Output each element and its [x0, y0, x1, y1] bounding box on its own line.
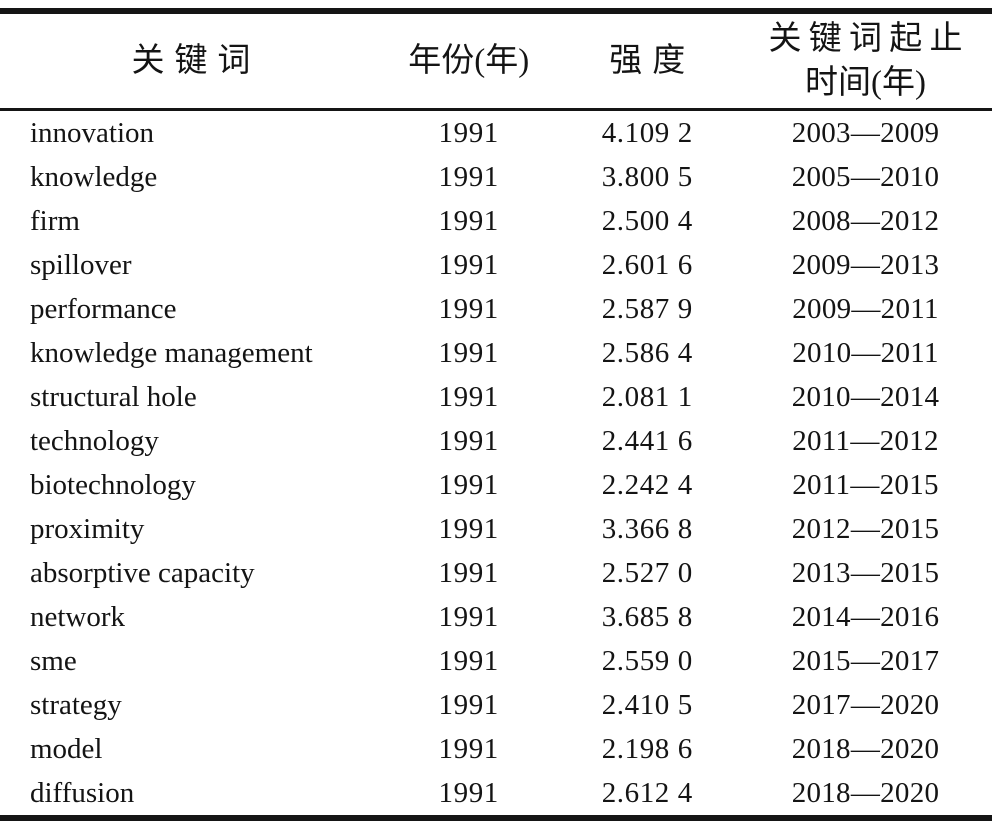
strength-cell: 2.559 0 [601, 644, 693, 677]
table-row: sme 1991 2.559 0 2015—2017 [0, 639, 992, 683]
keyword-burst-table: 关键词 年份(年) 强度 关键词起止 时间(年) innovation 1991… [0, 8, 992, 821]
year-cell: 1991 [438, 512, 499, 545]
year-cell: 1991 [438, 204, 499, 237]
table-row: proximity 1991 3.366 8 2012—2015 [0, 507, 992, 551]
strength-cell: 2.500 4 [601, 204, 693, 237]
keyword-cell: technology [30, 424, 159, 457]
column-header-keyword: 关键词 [0, 11, 382, 111]
strength-cell: 2.527 0 [601, 556, 693, 589]
table-row: technology 1991 2.441 6 2011—2012 [0, 419, 992, 463]
header-row: 关键词 年份(年) 强度 关键词起止 时间(年) [0, 11, 992, 111]
period-cell: 2010—2011 [792, 336, 939, 369]
strength-cell: 2.242 4 [601, 468, 693, 501]
keyword-cell: sme [30, 644, 77, 677]
year-cell: 1991 [438, 776, 499, 809]
period-cell: 2011—2012 [792, 424, 939, 457]
year-cell: 1991 [438, 424, 499, 457]
table-row: absorptive capacity 1991 2.527 0 2013—20… [0, 551, 992, 595]
year-cell: 1991 [438, 732, 499, 765]
year-cell: 1991 [438, 556, 499, 589]
column-header-period-label-line1: 关键词起止 [768, 21, 970, 57]
table-row: model 1991 2.198 6 2018—2020 [0, 727, 992, 771]
table-row: innovation 1991 4.109 2 2003—2009 [0, 110, 992, 156]
column-header-strength-label: 强度 [609, 43, 696, 79]
year-cell: 1991 [438, 468, 499, 501]
keyword-cell: innovation [30, 116, 155, 149]
table-body: innovation 1991 4.109 2 2003—2009 knowle… [0, 110, 992, 819]
table-row: spillover 1991 2.601 6 2009—2013 [0, 243, 992, 287]
period-cell: 2013—2015 [791, 556, 940, 589]
keyword-cell: structural hole [30, 380, 197, 413]
year-cell: 1991 [438, 160, 499, 193]
table-row: knowledge management 1991 2.586 4 2010—2… [0, 331, 992, 375]
period-cell: 2015—2017 [791, 644, 940, 677]
year-cell: 1991 [438, 248, 499, 281]
period-cell: 2018—2020 [791, 732, 940, 765]
year-cell: 1991 [438, 688, 499, 721]
table-row: performance 1991 2.587 9 2009—2011 [0, 287, 992, 331]
keyword-cell: performance [30, 292, 177, 325]
year-cell: 1991 [438, 600, 499, 633]
period-cell: 2005—2010 [791, 160, 940, 193]
strength-cell: 2.198 6 [601, 732, 693, 765]
strength-cell: 2.612 4 [601, 776, 693, 809]
table-row: biotechnology 1991 2.242 4 2011—2015 [0, 463, 992, 507]
keyword-cell: proximity [30, 512, 145, 545]
column-header-year-label: 年份(年) [408, 43, 530, 79]
table-row: strategy 1991 2.410 5 2017—2020 [0, 683, 992, 727]
keyword-cell: absorptive capacity [30, 556, 255, 589]
strength-cell: 2.587 9 [601, 292, 693, 325]
column-header-year: 年份(年) [381, 11, 556, 111]
strength-cell: 2.081 1 [601, 380, 693, 413]
strength-cell: 3.366 8 [601, 512, 693, 545]
period-cell: 2017—2020 [791, 688, 940, 721]
period-cell: 2009—2011 [792, 292, 939, 325]
period-cell: 2003—2009 [791, 116, 940, 149]
period-cell: 2009—2013 [791, 248, 940, 281]
table-row: network 1991 3.685 8 2014—2016 [0, 595, 992, 639]
column-header-period-label-line2: 时间(年) [805, 65, 926, 101]
column-header-keyword-label: 关键词 [131, 43, 261, 79]
keyword-cell: biotechnology [30, 468, 196, 501]
keyword-cell: network [30, 600, 126, 633]
period-cell: 2011—2015 [792, 468, 939, 501]
period-cell: 2014—2016 [791, 600, 940, 633]
keyword-cell: firm [30, 204, 80, 237]
strength-cell: 2.601 6 [601, 248, 693, 281]
keyword-cell: diffusion [30, 776, 135, 809]
year-cell: 1991 [438, 644, 499, 677]
keyword-cell: model [30, 732, 103, 765]
year-cell: 1991 [438, 336, 499, 369]
strength-cell: 2.410 5 [601, 688, 693, 721]
strength-cell: 4.109 2 [601, 116, 693, 149]
table-row: firm 1991 2.500 4 2008—2012 [0, 199, 992, 243]
table-row: knowledge 1991 3.800 5 2005—2010 [0, 155, 992, 199]
table-row: structural hole 1991 2.081 1 2010—2014 [0, 375, 992, 419]
strength-cell: 3.800 5 [601, 160, 693, 193]
table-header: 关键词 年份(年) 强度 关键词起止 时间(年) [0, 11, 992, 111]
period-cell: 2010—2014 [791, 380, 940, 413]
year-cell: 1991 [438, 380, 499, 413]
year-cell: 1991 [438, 292, 499, 325]
strength-cell: 2.586 4 [601, 336, 693, 369]
period-cell: 2012—2015 [791, 512, 940, 545]
period-cell: 2018—2020 [791, 776, 940, 809]
keyword-cell: knowledge [30, 160, 158, 193]
strength-cell: 2.441 6 [601, 424, 693, 457]
column-header-strength: 强度 [555, 11, 740, 111]
year-cell: 1991 [438, 116, 499, 149]
keyword-cell: spillover [30, 248, 132, 281]
keyword-cell: knowledge management [30, 336, 313, 369]
period-cell: 2008—2012 [791, 204, 940, 237]
keyword-cell: strategy [30, 688, 122, 721]
table-row: diffusion 1991 2.612 4 2018—2020 [0, 771, 992, 818]
column-header-period: 关键词起止 时间(年) [739, 11, 992, 111]
strength-cell: 3.685 8 [601, 600, 693, 633]
